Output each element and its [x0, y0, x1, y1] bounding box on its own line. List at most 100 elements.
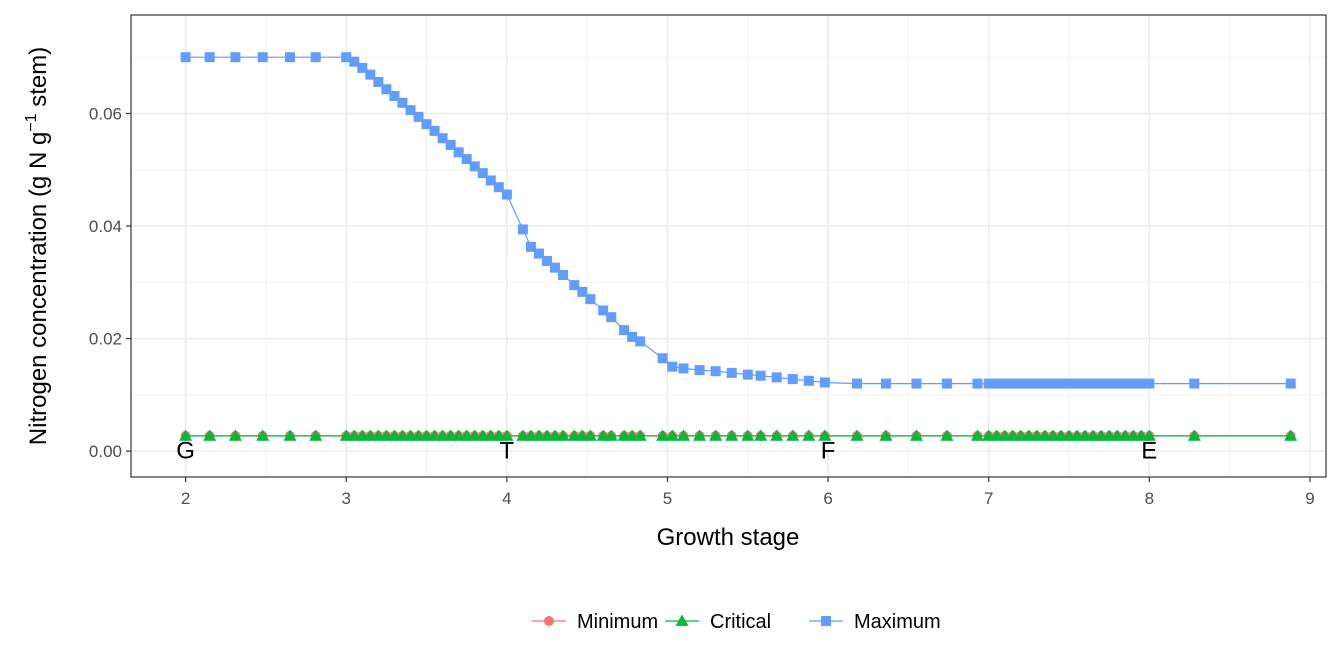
data-point-maximum — [710, 366, 721, 377]
data-point-critical — [940, 429, 954, 441]
data-point-critical — [604, 429, 618, 441]
x-tick-label: 2 — [181, 489, 190, 508]
data-point-maximum — [911, 378, 922, 389]
y-axis-title-tail: stem) — [25, 47, 52, 114]
data-point-maximum — [1055, 378, 1066, 389]
data-point-maximum — [501, 189, 512, 200]
panel-background — [131, 15, 1326, 477]
data-point-critical — [741, 429, 755, 441]
data-point-maximum — [493, 182, 504, 193]
legend: Minimum Critical Maximum — [532, 611, 941, 633]
data-point-maximum — [357, 62, 368, 73]
data-point-maximum — [569, 280, 580, 291]
legend-key-marker — [544, 616, 554, 626]
data-point-maximum — [381, 84, 392, 95]
series-maximum — [180, 52, 1296, 389]
data-point-critical — [770, 429, 784, 441]
y-axis-title: Nitrogen concentration (g N g−1 stem) — [23, 47, 52, 445]
data-point-maximum — [550, 262, 561, 273]
data-point-critical — [909, 429, 923, 441]
data-point-critical — [179, 429, 193, 441]
data-point-maximum — [1080, 378, 1091, 389]
data-point-maximum — [1285, 378, 1296, 389]
x-tick-label: 6 — [823, 489, 832, 508]
data-point-maximum — [1047, 378, 1058, 389]
legend-key-marker — [675, 614, 689, 626]
data-point-critical — [1142, 429, 1156, 441]
data-point-maximum — [577, 286, 588, 297]
y-tick-label: 0.00 — [89, 442, 122, 461]
data-point-maximum — [517, 224, 528, 235]
data-point-maximum — [851, 378, 862, 389]
data-point-maximum — [397, 97, 408, 108]
data-point-maximum — [726, 367, 737, 378]
data-point-maximum — [1144, 378, 1155, 389]
data-point-critical — [309, 429, 323, 441]
legend-key-marker — [821, 616, 831, 626]
data-point-maximum — [477, 168, 488, 179]
data-point-maximum — [1072, 378, 1083, 389]
data-point-critical — [1187, 429, 1201, 441]
data-point-critical — [633, 429, 647, 441]
data-point-critical — [203, 429, 217, 441]
data-point-critical — [879, 429, 893, 441]
x-tick-label: 3 — [341, 489, 350, 508]
data-point-maximum — [803, 375, 814, 386]
data-point-critical — [656, 429, 670, 441]
stage-label-F: F — [821, 437, 836, 464]
data-point-maximum — [558, 269, 569, 280]
data-point-maximum — [204, 52, 215, 63]
x-tick-label: 4 — [502, 489, 511, 508]
data-point-maximum — [405, 105, 416, 116]
legend-item-maximum: Maximum — [809, 611, 941, 633]
data-point-maximum — [1120, 378, 1131, 389]
data-point-maximum — [606, 312, 617, 323]
x-tick-label: 9 — [1305, 489, 1314, 508]
y-tick-label: 0.06 — [89, 104, 122, 123]
data-point-maximum — [771, 372, 782, 383]
data-point-critical — [709, 429, 723, 441]
data-point-maximum — [880, 378, 891, 389]
data-point-maximum — [1023, 378, 1034, 389]
data-point-maximum — [742, 369, 753, 380]
data-point-maximum — [349, 56, 360, 67]
data-point-critical — [802, 429, 816, 441]
data-point-maximum — [991, 378, 1002, 389]
data-point-maximum — [1128, 378, 1139, 389]
data-point-critical — [970, 429, 984, 441]
data-point-critical — [677, 429, 691, 441]
data-point-critical — [754, 429, 768, 441]
data-point-maximum — [485, 175, 496, 186]
data-point-maximum — [657, 353, 668, 364]
data-point-maximum — [627, 331, 638, 342]
legend-label-maximum: Maximum — [854, 611, 941, 633]
data-point-maximum — [437, 133, 448, 144]
series-critical — [179, 429, 1298, 441]
data-point-maximum — [941, 378, 952, 389]
data-point-maximum — [678, 363, 689, 374]
data-point-maximum — [413, 111, 424, 122]
data-point-maximum — [983, 378, 994, 389]
data-point-maximum — [972, 378, 983, 389]
stage-label-E: E — [1141, 437, 1157, 464]
x-tick-label: 5 — [663, 489, 672, 508]
stage-label-T: T — [500, 437, 515, 464]
data-point-maximum — [1096, 378, 1107, 389]
y-axis-title-superscript: −1 — [23, 113, 40, 131]
data-point-maximum — [421, 119, 432, 130]
data-point-maximum — [285, 52, 296, 63]
y-axis-title-main: Nitrogen concentration (g N g — [25, 132, 52, 446]
data-point-maximum — [1088, 378, 1099, 389]
data-point-maximum — [257, 52, 268, 63]
data-point-maximum — [1007, 378, 1018, 389]
x-axis-title: Growth stage — [657, 524, 800, 551]
data-point-critical — [583, 429, 597, 441]
legend-item-minimum: Minimum — [532, 611, 658, 633]
data-point-maximum — [755, 370, 766, 381]
data-point-maximum — [1031, 378, 1042, 389]
data-point-maximum — [787, 374, 798, 385]
y-axis: 0.00 0.02 0.04 0.06 — [89, 104, 131, 461]
data-point-maximum — [180, 52, 191, 63]
data-point-maximum — [585, 294, 596, 305]
